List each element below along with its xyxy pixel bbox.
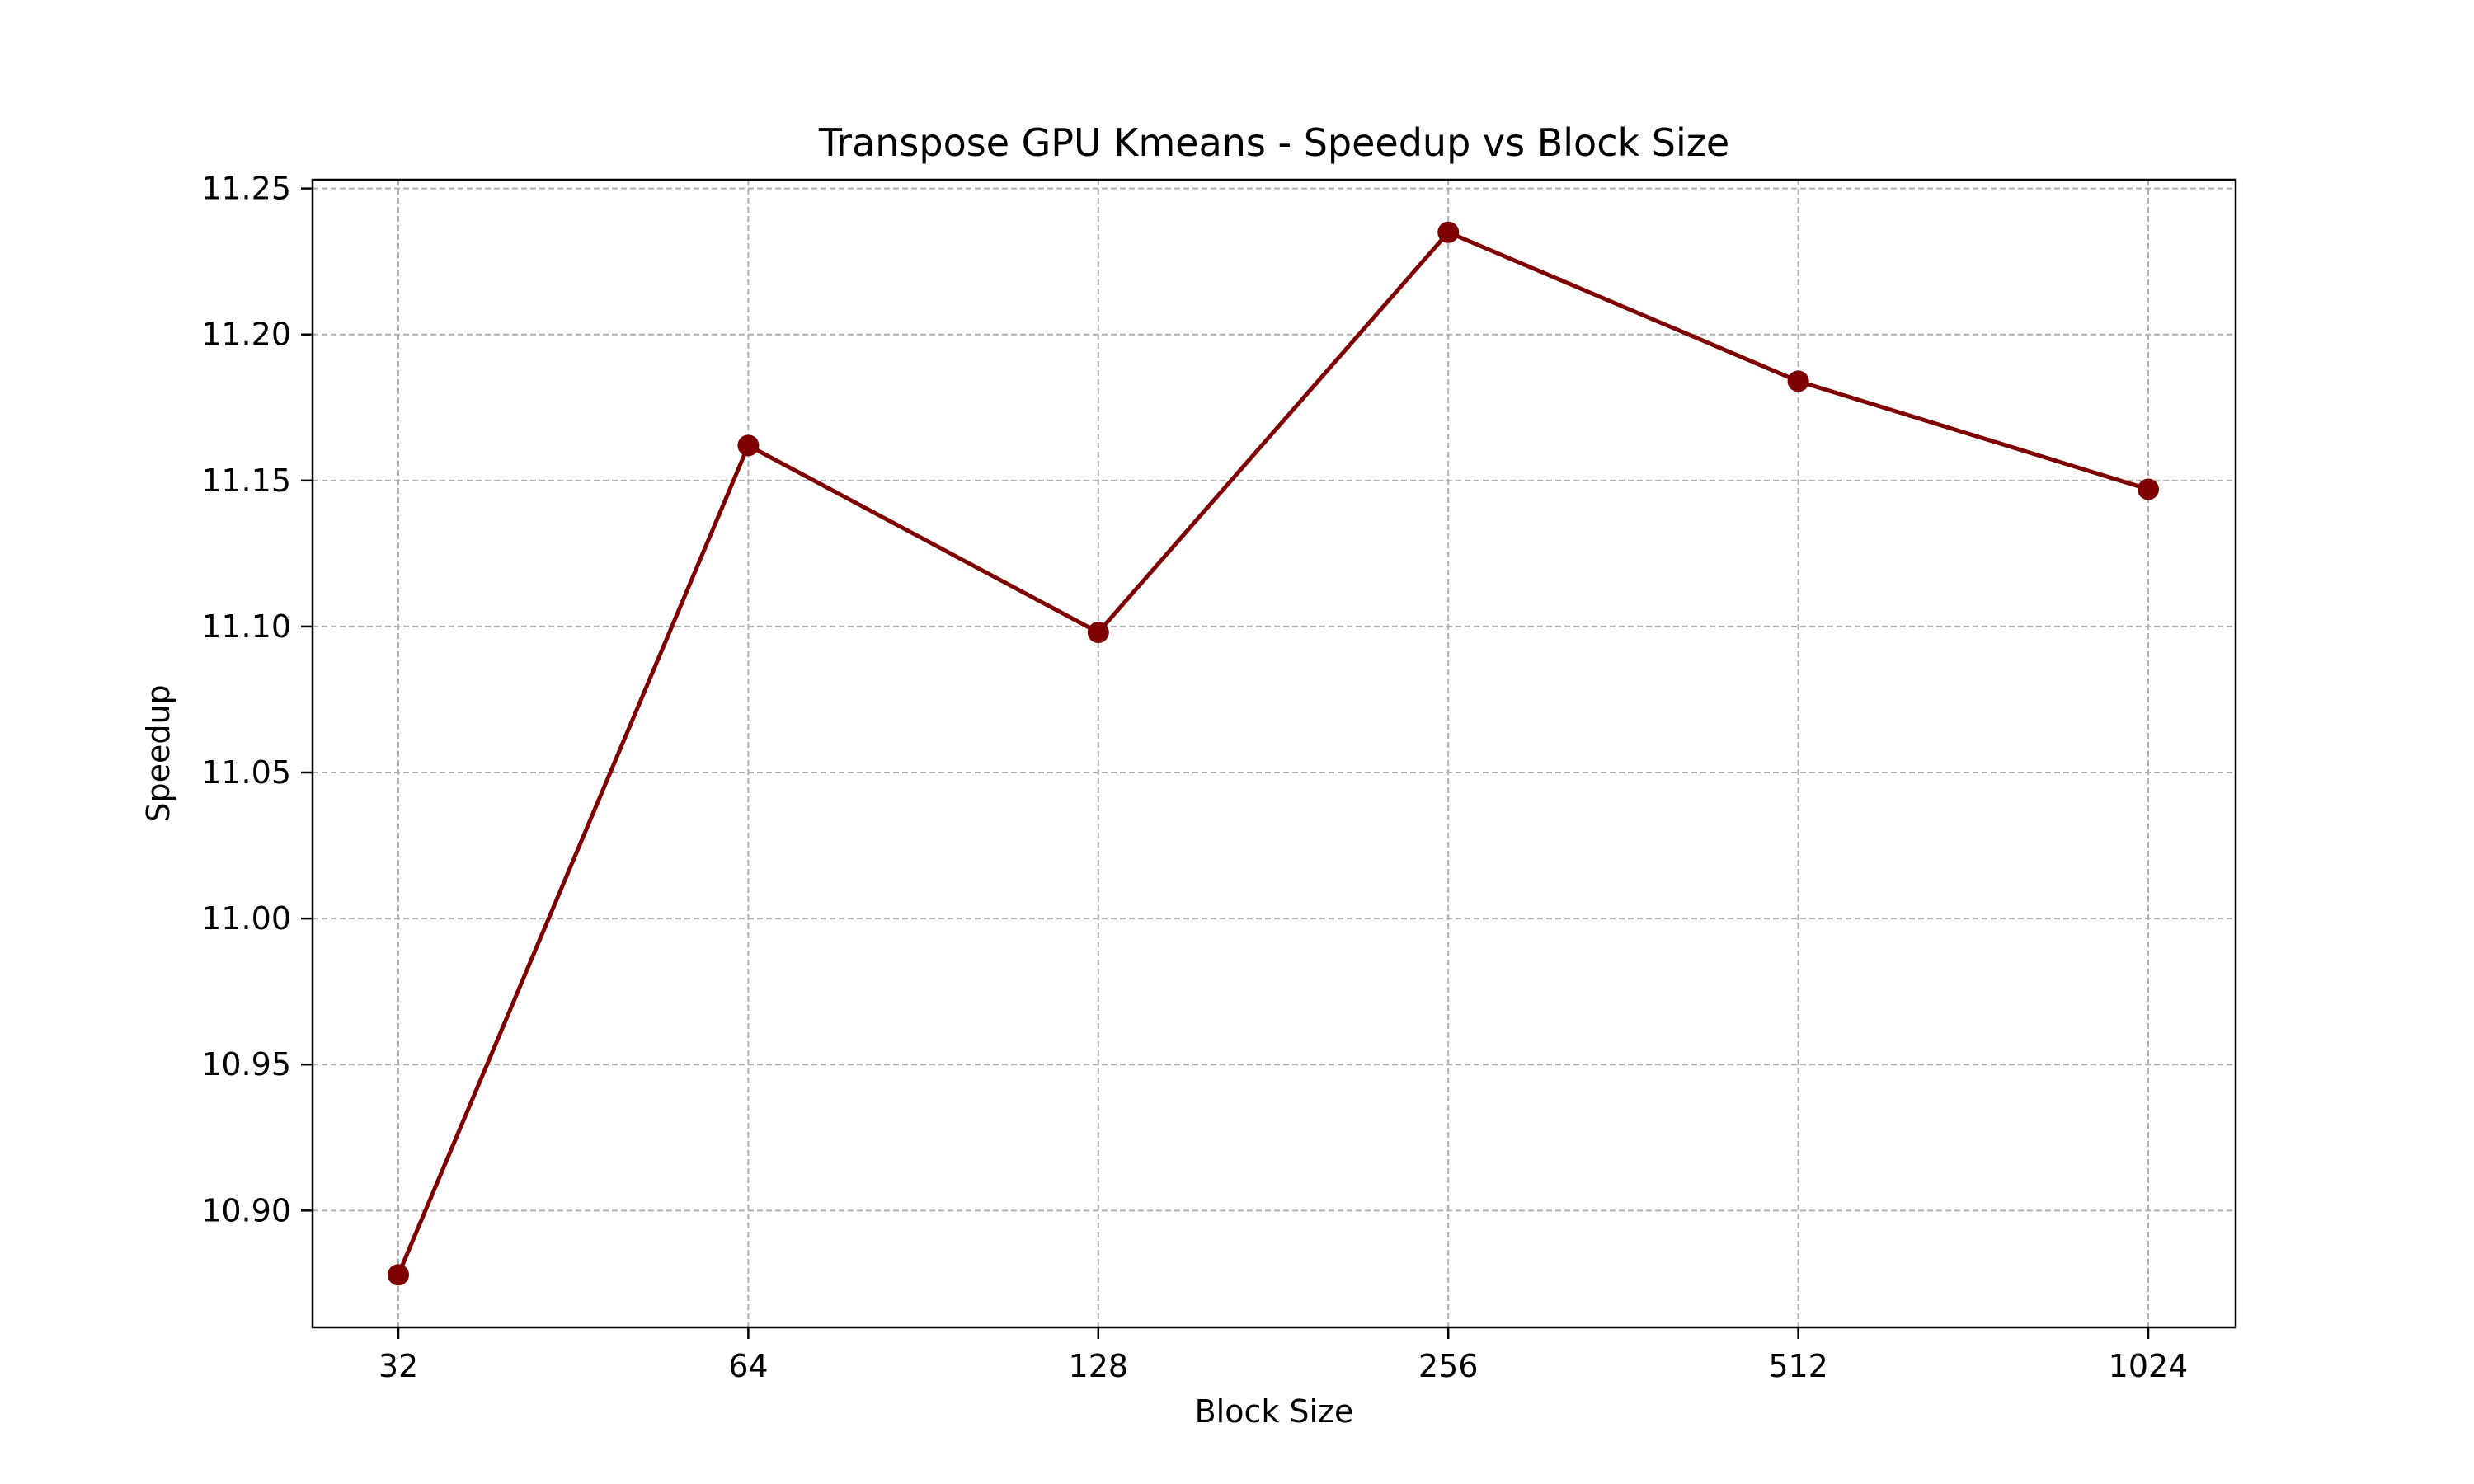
y-tick-label: 10.95 — [201, 1046, 291, 1082]
y-tick-label: 11.15 — [201, 463, 291, 499]
y-tick-label: 11.10 — [201, 608, 291, 645]
y-tick-label: 11.05 — [201, 754, 291, 791]
chart-title: Transpose GPU Kmeans - Speedup vs Block … — [818, 120, 1729, 165]
data-point — [1787, 370, 1809, 392]
x-tick-label: 64 — [728, 1348, 768, 1384]
data-point — [1437, 221, 1460, 243]
y-tick-label: 11.20 — [201, 317, 291, 353]
x-axis-label: Block Size — [1195, 1393, 1354, 1430]
data-point — [388, 1264, 409, 1286]
x-tick-label: 512 — [1768, 1348, 1828, 1384]
data-point — [737, 434, 760, 457]
data-point — [1087, 622, 1109, 644]
x-tick-label: 32 — [379, 1348, 418, 1384]
y-axis-label: Speedup — [140, 684, 176, 822]
y-tick-label: 11.00 — [201, 900, 291, 937]
y-tick-label: 11.25 — [201, 171, 291, 207]
grid-layer — [313, 180, 2236, 1327]
y-tick-label: 10.90 — [201, 1192, 291, 1228]
series-layer — [388, 221, 2159, 1286]
data-point — [2138, 478, 2159, 500]
y-axis-ticks: 10.90 10.95 11.00 11.05 11.10 11.15 11.20 11.25 — [201, 171, 313, 1228]
x-tick-label: 256 — [1418, 1348, 1479, 1384]
x-tick-label: 1024 — [2109, 1348, 2189, 1384]
series-line — [396, 230, 2149, 1276]
plot-frame — [311, 178, 2237, 1329]
x-axis-ticks: 32 64 128 256 512 1024 — [379, 1327, 2189, 1384]
x-tick-label: 128 — [1069, 1348, 1129, 1384]
